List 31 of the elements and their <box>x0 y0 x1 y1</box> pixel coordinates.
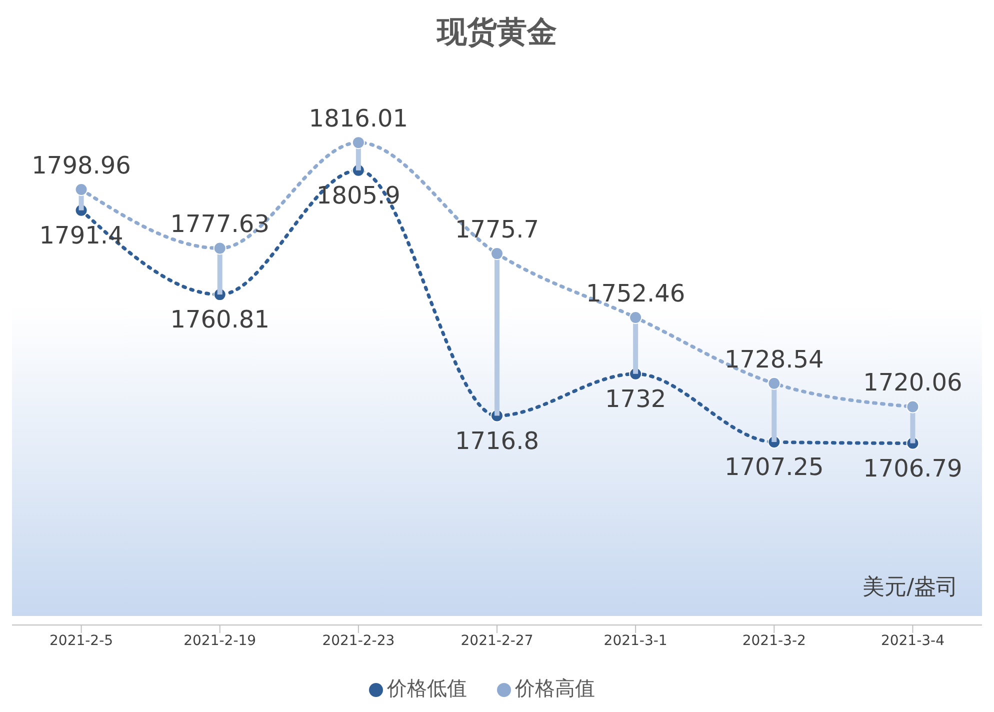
x-tick-label: 2021-2-19 <box>184 632 256 649</box>
data-label: 1716.8 <box>455 426 539 455</box>
data-label: 1728.54 <box>724 345 824 374</box>
data-label: 1816.01 <box>308 104 408 133</box>
point <box>768 376 781 390</box>
x-tick-label: 2021-2-5 <box>50 632 114 649</box>
point <box>213 242 226 255</box>
point <box>629 311 642 324</box>
data-label: 1798.96 <box>32 152 131 180</box>
data-label: 1777.63 <box>170 210 270 238</box>
data-label: 1707.25 <box>724 453 824 482</box>
data-label: 1805.9 <box>316 181 400 210</box>
data-label: 1706.79 <box>863 454 962 482</box>
data-label: 1732 <box>605 384 666 413</box>
data-label: 1720.06 <box>863 368 962 397</box>
x-tick-label: 2021-3-2 <box>742 632 806 649</box>
text: 美元/盎司 <box>862 574 958 602</box>
legend-label: 价格高值 <box>515 676 595 700</box>
data-label: 1752.46 <box>586 280 686 308</box>
point <box>352 136 365 150</box>
data-label: 1760.81 <box>170 306 270 334</box>
legend-label: 价格低值 <box>387 676 467 700</box>
point <box>490 247 504 260</box>
data-label: 1775.7 <box>455 216 539 244</box>
x-tick-label: 2021-3-4 <box>880 632 945 649</box>
x-tick-label: 2021-2-23 <box>322 632 395 649</box>
chart-title: 现货黄金 <box>435 14 558 52</box>
x-tick-label: 2021-3-1 <box>604 632 668 649</box>
point <box>906 400 920 414</box>
point <box>74 183 88 196</box>
x-tick-label: 2021-2-27 <box>460 632 534 649</box>
